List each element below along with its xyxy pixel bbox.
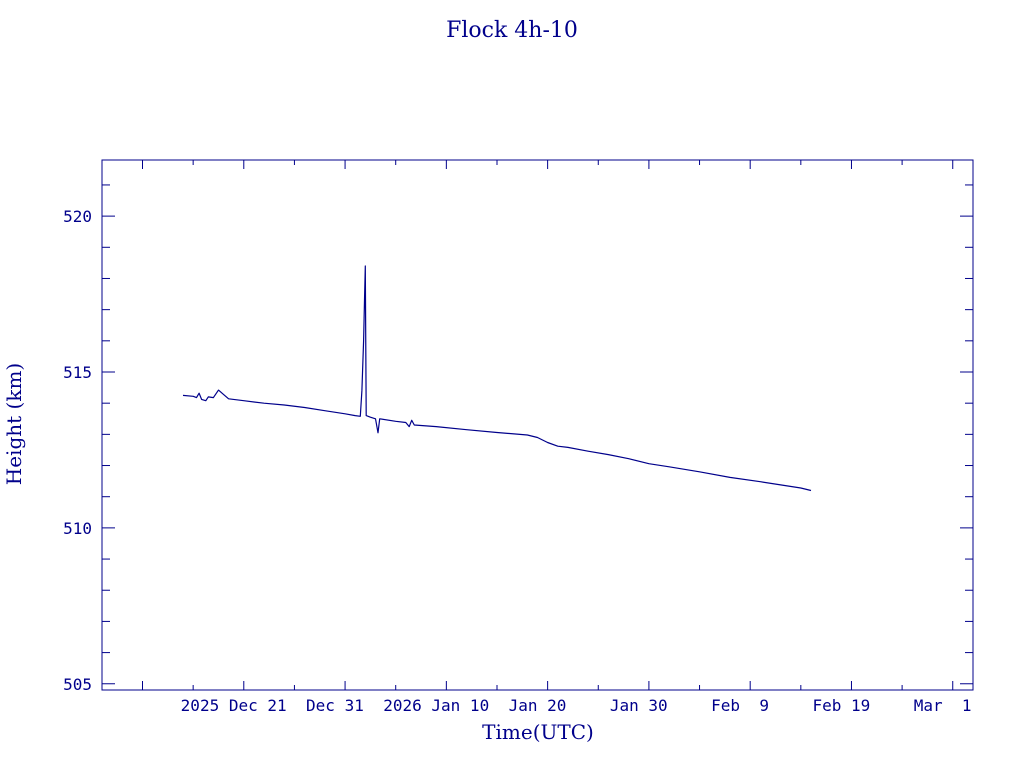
y-tick-label: 520 — [63, 207, 92, 226]
x-tick-label: Jan 30 — [610, 696, 668, 715]
x-tick-label: Mar 1 — [914, 696, 972, 715]
x-tick-label: Feb 19 — [812, 696, 870, 715]
x-axis-label: Time(UTC) — [482, 720, 594, 744]
y-tick-label: 510 — [63, 519, 92, 538]
x-tick-label: Jan 20 — [509, 696, 567, 715]
series-marks — [182, 265, 812, 492]
y-tick-label: 505 — [63, 675, 92, 694]
x-tick-label: Dec 31 — [306, 696, 364, 715]
y-tick-label: 515 — [63, 363, 92, 382]
axis-ticks: 2025 Dec 21 Dec 31 2026 Jan 10 Jan 20 Jan 30… — [63, 160, 973, 715]
x-tick-label: 2025 Dec 21 — [181, 696, 287, 715]
y-axis-label: Height (km) — [2, 363, 26, 485]
x-tick-label: 2026 Jan 10 — [383, 696, 489, 715]
series-line — [182, 265, 812, 492]
x-tick-label: Feb 9 — [711, 696, 769, 715]
chart-title: Flock 4h-10 — [446, 18, 578, 43]
plot-frame — [101, 159, 974, 691]
